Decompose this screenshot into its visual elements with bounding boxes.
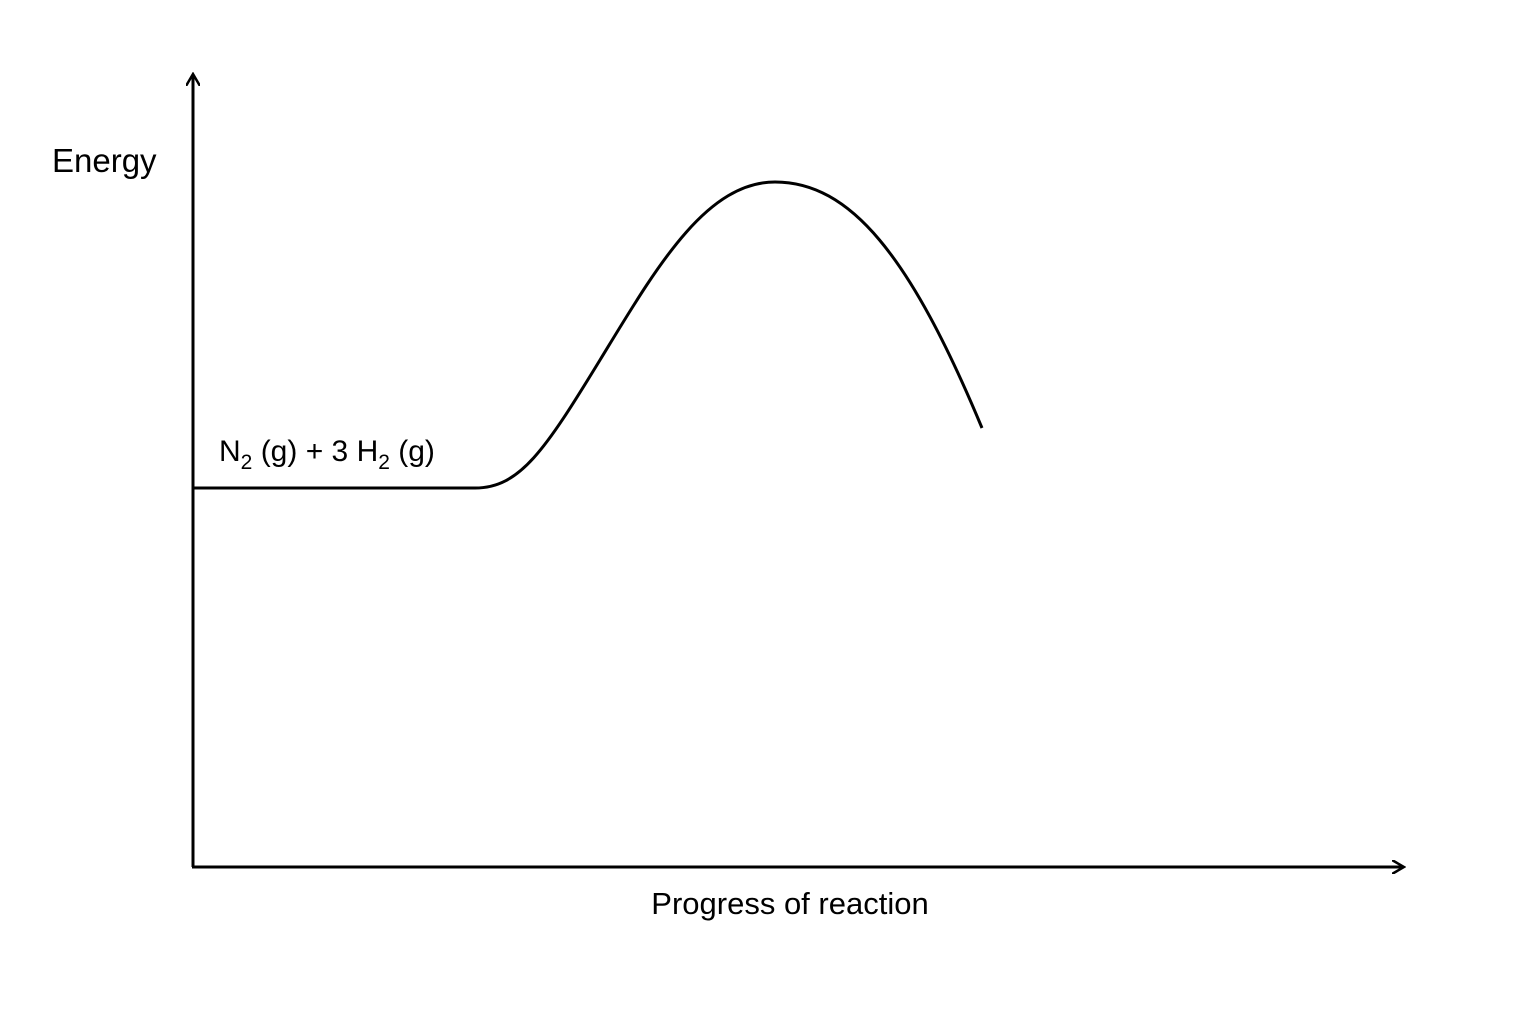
- label-part: (g): [390, 435, 435, 468]
- label-subscript: 2: [241, 451, 253, 474]
- y-axis-label: Energy: [52, 142, 157, 179]
- label-subscript: 2: [378, 451, 390, 474]
- label-part: N: [219, 435, 241, 468]
- label-part: (g) + 3 H: [252, 435, 378, 468]
- reactants-label: N2 (g) + 3 H2 (g): [219, 435, 435, 474]
- x-axis-label: Progress of reaction: [651, 886, 928, 921]
- energy-curve: [193, 180, 984, 490]
